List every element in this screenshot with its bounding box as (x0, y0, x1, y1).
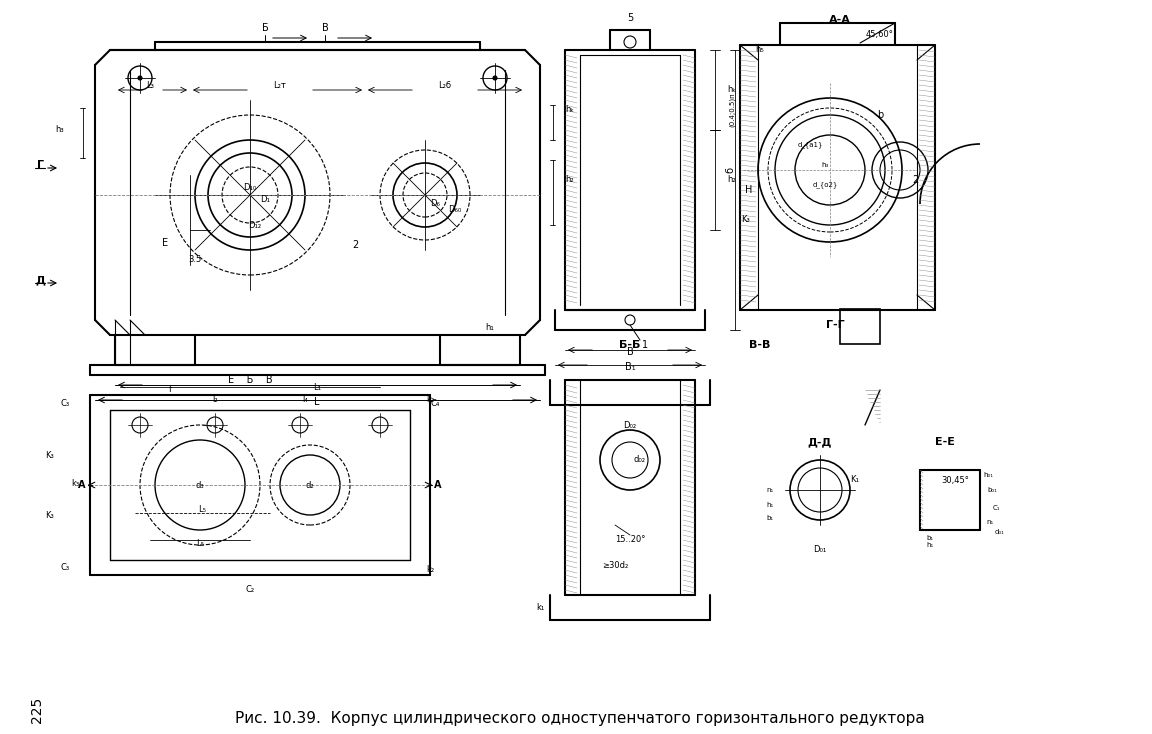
Text: 45,60°: 45,60° (866, 31, 894, 40)
Text: Е    Б    В: Е Б В (228, 375, 272, 385)
Text: b: b (877, 110, 884, 120)
Text: D₁: D₁ (260, 195, 270, 205)
Text: L₅: L₅ (196, 539, 204, 548)
Text: K₁: K₁ (850, 476, 859, 484)
Text: B: B (627, 347, 634, 357)
Circle shape (138, 76, 142, 80)
Text: d₂: d₂ (305, 481, 314, 490)
Text: d₀₁: d₀₁ (995, 529, 1005, 535)
Text: k₂: k₂ (426, 565, 434, 575)
Text: h₀₁: h₀₁ (983, 472, 993, 478)
Text: 5: 5 (627, 13, 634, 23)
Text: b₀₁: b₀₁ (987, 487, 996, 493)
Text: L₃: L₃ (146, 81, 154, 90)
Text: B₁: B₁ (624, 362, 635, 372)
Text: n₁: n₁ (766, 487, 774, 493)
Text: h₁: h₁ (926, 542, 933, 548)
Text: d₀₂: d₀₂ (634, 456, 646, 465)
Text: L₁: L₁ (313, 382, 321, 391)
Text: l₂: l₂ (212, 396, 218, 404)
Text: Рис. 10.39.  Корпус цилиндрического одноступенчатого горизонтального редуктора: Рис. 10.39. Корпус цилиндрического однос… (235, 711, 925, 725)
Text: n₁: n₁ (986, 519, 994, 525)
Text: А-А: А-А (829, 15, 851, 25)
Text: В: В (321, 23, 328, 33)
Text: b₁: b₁ (766, 515, 773, 521)
Text: L₂т: L₂т (273, 81, 287, 90)
Text: A: A (434, 480, 441, 490)
Text: 1: 1 (642, 340, 649, 350)
Text: Г: Г (37, 160, 44, 170)
Text: hₖ: hₖ (564, 106, 574, 115)
Text: h₃: h₃ (821, 162, 828, 168)
Text: 2: 2 (912, 175, 918, 185)
Text: 2: 2 (351, 240, 358, 250)
Text: Г-Г: Г-Г (826, 320, 844, 330)
Text: H: H (745, 185, 752, 195)
Text: L₂б: L₂б (439, 81, 452, 90)
Text: D₀₂: D₀₂ (623, 421, 637, 429)
Text: D₀₁: D₀₁ (813, 545, 827, 554)
Text: Д-Д: Д-Д (808, 437, 832, 447)
Text: Е-Е: Е-Е (935, 437, 955, 447)
Text: f: f (168, 385, 172, 394)
Text: 225: 225 (30, 697, 44, 723)
Text: C₃: C₃ (60, 399, 69, 407)
Text: D₁₂: D₁₂ (249, 220, 262, 230)
Text: h₅: h₅ (756, 46, 765, 54)
Text: l₄: l₄ (302, 396, 308, 404)
Text: d_{o2}: d_{o2} (812, 181, 838, 189)
Text: h₃: h₃ (55, 126, 65, 134)
Text: Б-Б: Б-Б (620, 340, 641, 350)
Text: 15..20°: 15..20° (615, 536, 645, 545)
Text: ≥30d₂: ≥30d₂ (601, 561, 628, 570)
Text: 3.5: 3.5 (189, 255, 202, 264)
Text: (0.4;0.5)п: (0.4;0.5)п (729, 92, 735, 127)
Text: K₃: K₃ (46, 511, 54, 520)
Text: h₂: h₂ (564, 175, 574, 184)
Text: C₄: C₄ (431, 399, 440, 407)
Text: C₁: C₁ (992, 505, 1000, 511)
Text: 30,45°: 30,45° (941, 476, 969, 484)
Text: h₁: h₁ (486, 322, 494, 332)
Text: k₁: k₁ (536, 603, 544, 612)
Text: В-В: В-В (749, 340, 771, 350)
Text: L: L (314, 397, 320, 407)
Text: K₃: K₃ (741, 216, 749, 225)
Text: D₆: D₆ (430, 198, 440, 208)
Text: h₂: h₂ (727, 175, 736, 184)
Text: Д: Д (35, 275, 45, 285)
Text: D₁₀: D₁₀ (243, 183, 257, 192)
Text: E: E (162, 238, 168, 248)
Text: hₖ: hₖ (727, 85, 736, 95)
Text: h₁: h₁ (766, 502, 774, 508)
Text: D₆₀: D₆₀ (448, 206, 462, 214)
Text: K₃: K₃ (46, 451, 54, 459)
Text: L₅: L₅ (198, 506, 206, 515)
Text: k₂: k₂ (426, 396, 434, 404)
Text: Б: Б (262, 23, 268, 33)
Text: б: б (725, 167, 735, 173)
Text: C₂: C₂ (245, 586, 255, 595)
Text: d₃: d₃ (196, 481, 204, 490)
Text: d_{a1}: d_{a1} (797, 142, 823, 148)
Text: C₃: C₃ (60, 562, 69, 572)
Text: b₁: b₁ (926, 535, 933, 541)
Circle shape (493, 76, 497, 80)
Text: A: A (78, 480, 85, 490)
Text: k₃: k₃ (71, 479, 79, 487)
